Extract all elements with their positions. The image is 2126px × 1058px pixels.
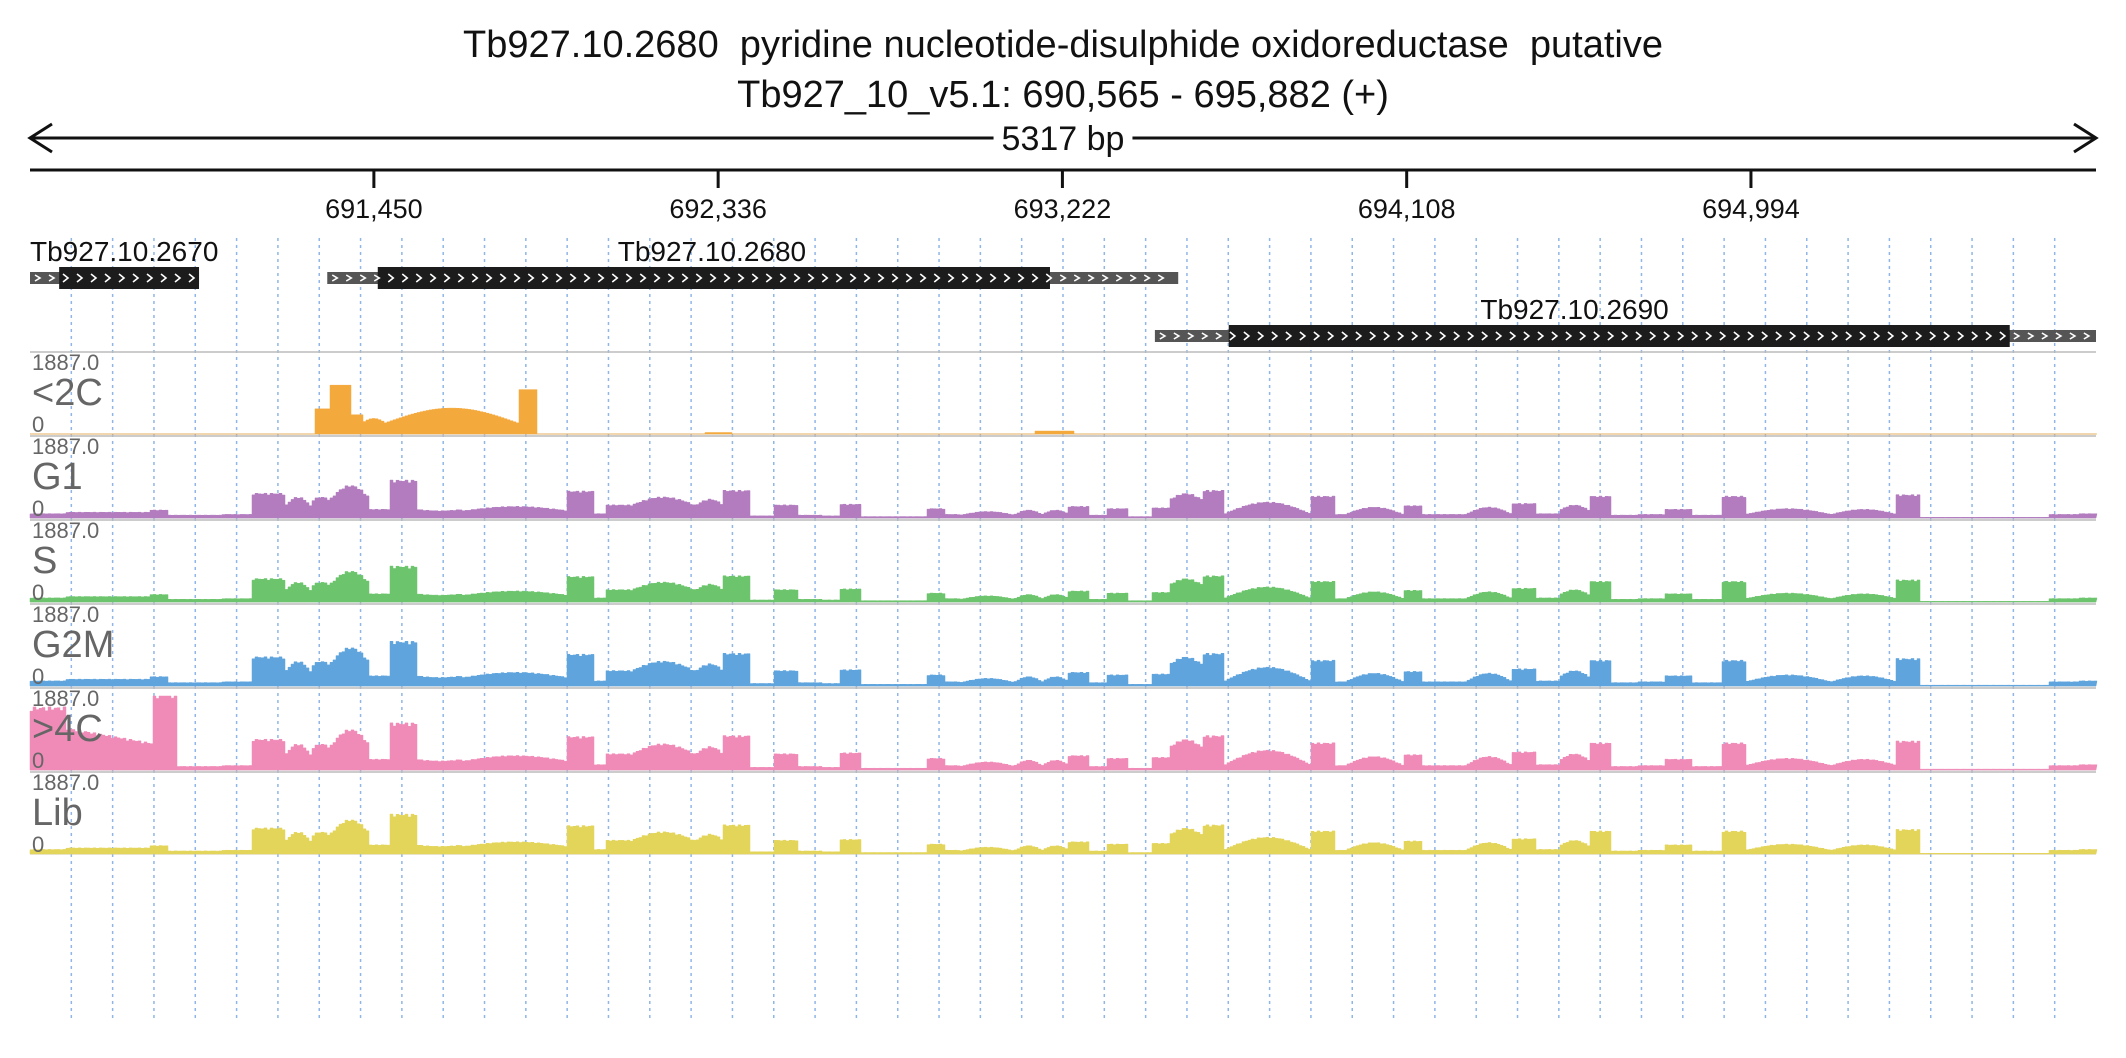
ruler-ticks: 691,450 692,336 693,222 694,108 694,994 [325, 170, 1800, 224]
grid-lines [70, 238, 2056, 1022]
gene-model[interactable]: Tb927.10.2690 [1154, 294, 2096, 347]
coverage-histogram [29, 479, 2098, 519]
track-name: S [32, 540, 57, 582]
gene-label[interactable]: Tb927.10.2690 [1480, 294, 1668, 325]
track-max-label: 1887.0 [32, 434, 99, 459]
coverage-histogram [29, 641, 2098, 687]
track-min-label: 0 [32, 412, 44, 437]
gene-location: Tb927_10_v5.1: 690,565 - 695,882 (+) [737, 74, 1389, 116]
coverage-histogram [29, 565, 2098, 603]
track-name: G2M [32, 624, 114, 666]
track-min-label: 0 [32, 496, 44, 521]
span-arrowhead-right [2073, 122, 2099, 154]
coverage-track[interactable]: 1887.0S0 [29, 518, 2098, 605]
coverage-track[interactable]: 1887.0<2C0 [30, 350, 2097, 437]
coverage-tracks: 1887.0<2C01887.0G101887.0S01887.0G2M0188… [29, 350, 2098, 857]
coverage-histogram [29, 695, 2098, 771]
track-name: G1 [32, 456, 83, 498]
gene-cds [377, 267, 1050, 289]
strand-chevrons [1159, 331, 2091, 341]
gene-cds [59, 267, 200, 289]
gene-track: Tb927.10.2670 Tb927.10.2680 Tb927.10.2690 [30, 236, 2096, 347]
track-max-label: 1887.0 [32, 602, 99, 627]
gene-label[interactable]: Tb927.10.2680 [618, 236, 806, 267]
gene-model[interactable]: Tb927.10.2680 [327, 236, 1179, 289]
coverage-track[interactable]: 1887.0>4C0 [29, 686, 2098, 773]
gene-cds [1228, 325, 2010, 347]
track-min-label: 0 [32, 748, 44, 773]
track-name: Lib [32, 792, 83, 834]
track-min-label: 0 [32, 832, 44, 857]
track-max-label: 1887.0 [32, 686, 99, 711]
gene-label[interactable]: Tb927.10.2670 [30, 236, 218, 267]
track-name: >4C [32, 708, 103, 750]
track-max-label: 1887.0 [32, 518, 99, 543]
ruler-tick-label: 692,336 [669, 194, 767, 224]
track-max-label: 1887.0 [32, 770, 99, 795]
coverage-histogram [29, 813, 2098, 855]
strand-chevrons [34, 273, 196, 283]
span-arrowhead-left [27, 122, 53, 154]
strand-chevrons [331, 273, 1165, 283]
gene-model[interactable]: Tb927.10.2670 [30, 236, 218, 289]
track-min-label: 0 [32, 664, 44, 689]
span-label: 5317 bp [1002, 120, 1125, 158]
coverage-histogram [30, 384, 2097, 435]
span-arrow: 5317 bp [27, 120, 2099, 158]
ruler-tick-label: 694,108 [1358, 194, 1456, 224]
ruler-tick-label: 691,450 [325, 194, 423, 224]
track-max-label: 1887.0 [32, 350, 99, 375]
track-min-label: 0 [32, 580, 44, 605]
ruler-tick-label: 693,222 [1014, 194, 1112, 224]
ruler-tick-label: 694,994 [1702, 194, 1800, 224]
track-name: <2C [32, 372, 103, 414]
gene-title: Tb927.10.2680 pyridine nucleotide-disulp… [463, 24, 1663, 66]
